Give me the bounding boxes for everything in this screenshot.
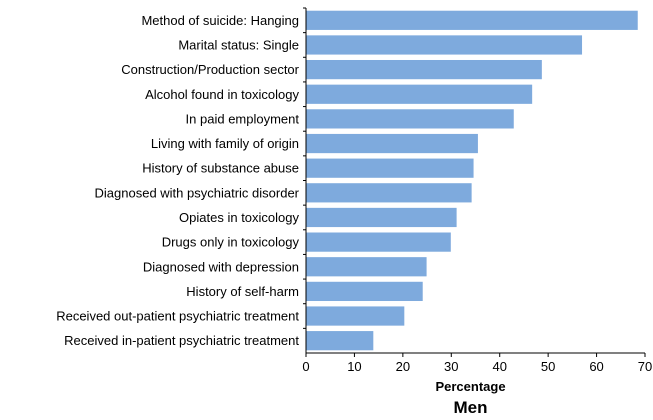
category-label: Living with family of origin: [151, 136, 299, 151]
bar: [306, 306, 405, 326]
category-label: Marital status: Single: [178, 37, 299, 52]
x-tick-label: 0: [302, 359, 309, 374]
bar: [306, 133, 478, 154]
category-label: Drugs only in toxicology: [162, 235, 300, 250]
bar: [306, 10, 638, 30]
x-tick-label: 60: [589, 359, 603, 374]
bar: [306, 109, 514, 129]
x-tick-label: 20: [396, 359, 410, 374]
category-label: Received in-patient psychiatric treatmen…: [64, 333, 299, 348]
chart-title: Men: [454, 398, 488, 417]
category-label: Diagnosed with depression: [143, 259, 299, 274]
bar: [306, 207, 457, 228]
bar: [306, 59, 542, 80]
category-label: Method of suicide: Hanging: [141, 13, 299, 28]
category-label: History of self-harm: [186, 284, 299, 299]
category-label: Diagnosed with psychiatric disorder: [95, 185, 300, 200]
x-axis-ticks: 0 10 20 30 40 50 60 70: [302, 353, 652, 374]
bar: [306, 331, 374, 351]
x-axis-title: Percentage: [435, 379, 505, 394]
axes-layer: [305, 8, 645, 354]
category-label: History of substance abuse: [142, 161, 299, 176]
bar: [306, 232, 451, 252]
bar: [306, 281, 423, 302]
bar: [306, 158, 474, 178]
x-tick-label: 50: [541, 359, 555, 374]
bars-layer: [306, 10, 638, 351]
bar: [306, 84, 533, 104]
bar: [306, 257, 427, 277]
x-tick-label: 10: [347, 359, 361, 374]
category-label: Received out-patient psychiatric treatme…: [56, 309, 299, 324]
category-label: Opiates in toxicology: [179, 210, 299, 225]
category-label: In paid employment: [186, 111, 300, 126]
category-label: Construction/Production sector: [121, 62, 299, 77]
category-labels: Method of suicide: Hanging Marital status…: [56, 7, 306, 348]
bar: [306, 35, 583, 55]
x-tick-label: 30: [444, 359, 458, 374]
category-label: Alcohol found in toxicology: [145, 87, 299, 102]
x-tick-label: 70: [638, 359, 652, 374]
bar: [306, 183, 472, 203]
x-tick-label: 40: [492, 359, 506, 374]
